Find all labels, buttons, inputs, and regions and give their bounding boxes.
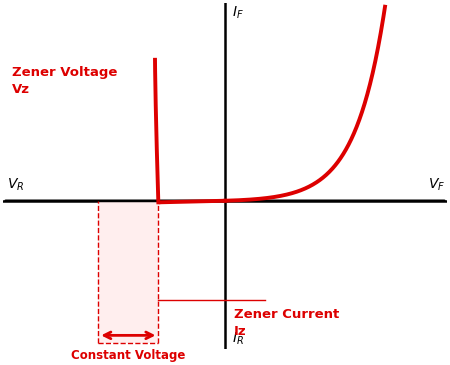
Bar <box>99 201 158 343</box>
Text: $V_R$: $V_R$ <box>7 176 25 193</box>
Text: $I_F$: $I_F$ <box>232 5 243 21</box>
Text: Constant Voltage: Constant Voltage <box>71 349 185 362</box>
Text: Zener Current
Iz: Zener Current Iz <box>234 308 339 338</box>
Text: $V_F$: $V_F$ <box>428 176 445 193</box>
Text: $I_R$: $I_R$ <box>232 331 243 347</box>
Text: Zener Voltage
Vz: Zener Voltage Vz <box>12 66 117 96</box>
